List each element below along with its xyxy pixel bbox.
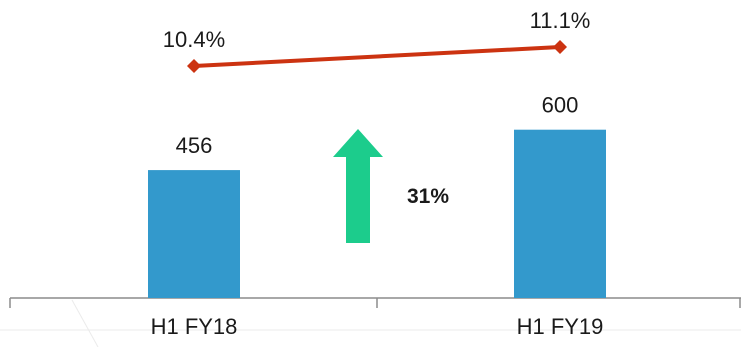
bar-series: 456 600 <box>148 93 606 298</box>
line-value-label: 10.4% <box>163 27 225 52</box>
growth-label: 31% <box>407 185 449 208</box>
x-tick-label: H1 FY18 <box>151 314 238 339</box>
up-arrow-icon <box>333 129 383 243</box>
series-line <box>193 45 561 68</box>
bar-value-label: 456 <box>176 133 213 158</box>
x-tick-label: H1 FY19 <box>517 314 604 339</box>
background-decoration <box>0 299 741 347</box>
x-axis: H1 FY18 H1 FY19 <box>9 297 741 339</box>
line-value-label: 11.1% <box>530 8 591 33</box>
bar <box>514 129 606 298</box>
line-series: 10.4% 11.1% <box>163 8 591 73</box>
bar-value-label: 600 <box>542 93 579 118</box>
bar <box>148 170 240 298</box>
growth-annotation: 31% <box>333 129 449 243</box>
line-point <box>553 40 567 54</box>
line-point <box>187 59 201 73</box>
